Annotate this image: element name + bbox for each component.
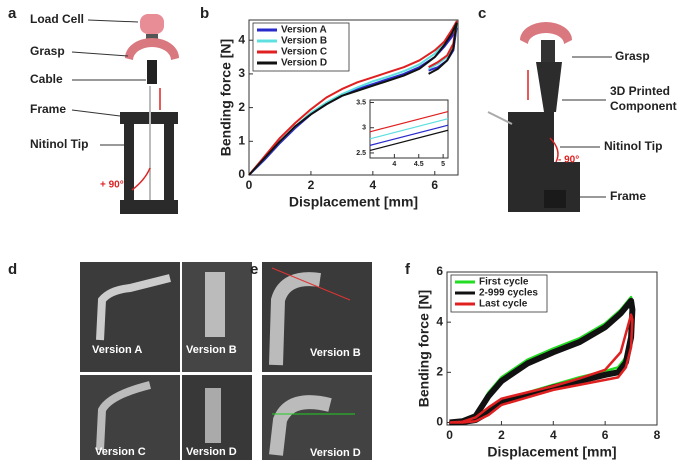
x-tick-label: 5 [441, 161, 445, 168]
photo-label: Version D [186, 446, 237, 458]
series-line [369, 129, 449, 152]
y-tick-label: 0 [436, 415, 443, 429]
label: Grasp [30, 44, 65, 58]
y-tick-label: 3 [238, 66, 245, 80]
series-line [369, 124, 449, 146]
x-tick-label: 8 [654, 428, 661, 442]
y-tick-label: 3.5 [356, 99, 366, 106]
y-axis-label: Bending force [N] [218, 39, 234, 156]
legend-label: Version B [281, 36, 327, 47]
y-tick-label: 4 [238, 32, 245, 46]
panel-letter: a [8, 5, 17, 22]
label: Component [610, 99, 677, 113]
photo-label: Version A [92, 344, 142, 356]
x-tick-label: 6 [431, 178, 438, 192]
series-line [369, 111, 449, 133]
label: Frame [610, 189, 646, 203]
panel-letter: c [478, 5, 486, 22]
panel-letter: f [405, 261, 411, 278]
y-tick-label: 1 [238, 133, 245, 147]
x-axis-label: Displacement [mm] [289, 194, 418, 210]
y-tick-label: 3 [362, 125, 366, 132]
legend-label: Version C [281, 47, 327, 58]
label: Load Cell [30, 12, 84, 26]
label: Frame [30, 102, 66, 116]
x-tick-label: 6 [602, 428, 609, 442]
y-tick-label: 6 [436, 264, 443, 278]
photo-label: Version C [95, 446, 146, 458]
label: Cable [30, 72, 63, 86]
photo-label: Version B [186, 344, 237, 356]
angle-label: - 90° [558, 155, 579, 166]
series-line [369, 118, 449, 140]
legend-label: Version A [281, 25, 327, 36]
illustration-a [71, 14, 179, 214]
x-tick-label: 4.5 [414, 161, 424, 168]
photo-label: Version D [310, 447, 361, 459]
y-tick-label: 2 [238, 100, 245, 114]
legend-label: First cycle [479, 277, 529, 288]
y-axis-label: Bending force [N] [416, 290, 432, 407]
series-line [248, 22, 458, 176]
y-tick-label: 4 [436, 314, 443, 328]
series-line [449, 313, 634, 424]
label: Nitinol Tip [30, 137, 88, 151]
panel-letter: d [8, 261, 17, 278]
illustration-c [487, 22, 612, 212]
y-tick-label: 2.5 [356, 150, 366, 157]
y-tick-label: 0 [238, 167, 245, 181]
x-tick-label: 0 [446, 428, 453, 442]
panel-letter: b [200, 5, 209, 22]
x-axis-label: Displacement [mm] [487, 444, 616, 460]
x-tick-label: 4 [370, 178, 377, 192]
x-tick-label: 4 [392, 161, 396, 168]
angle-label: + 90° [100, 180, 124, 191]
legend-label: 2-999 cycles [479, 288, 538, 299]
legend-label: Last cycle [479, 299, 528, 310]
photos-d [80, 262, 252, 460]
panel-letter: e [250, 261, 258, 278]
photo-label: Version B [310, 347, 361, 359]
label: Nitinol Tip [604, 139, 662, 153]
x-tick-label: 2 [308, 178, 315, 192]
legend-label: Version D [281, 58, 327, 69]
x-tick-label: 4 [550, 428, 557, 442]
label: 3D Printed [610, 84, 670, 98]
y-tick-label: 2 [436, 364, 443, 378]
label: Grasp [615, 49, 650, 63]
photos-e [262, 262, 372, 460]
x-tick-label: 2 [498, 428, 505, 442]
x-tick-label: 0 [246, 178, 253, 192]
